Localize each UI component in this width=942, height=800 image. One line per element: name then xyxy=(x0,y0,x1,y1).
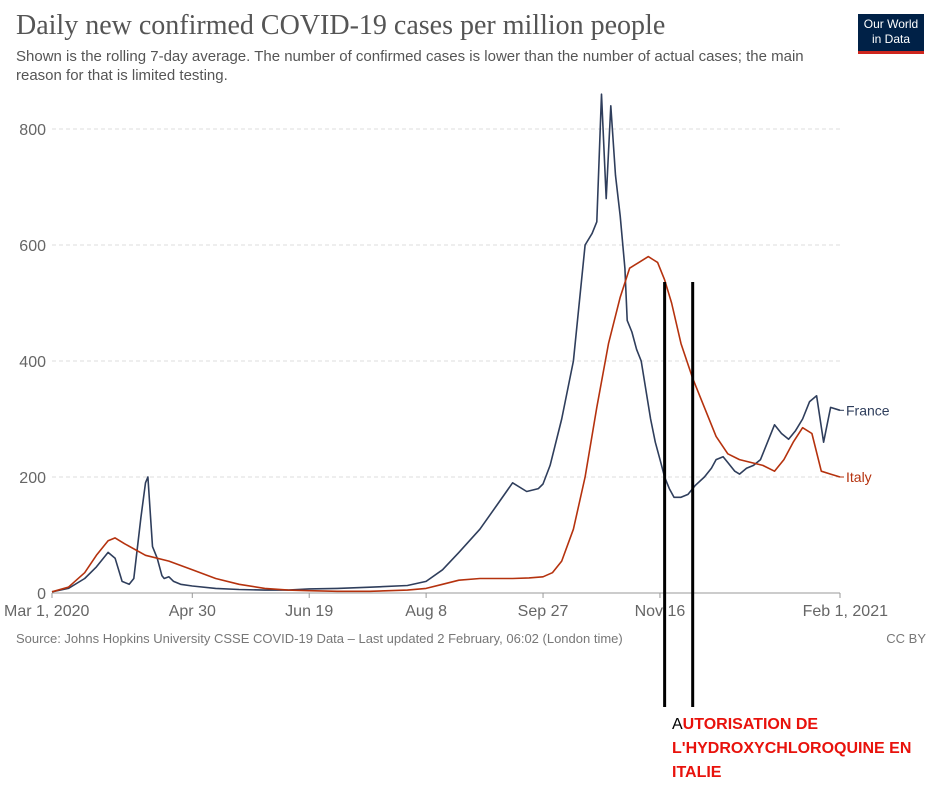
logo-line-2: in Data xyxy=(871,32,911,46)
license-link[interactable]: CC BY xyxy=(886,631,926,646)
logo-line-1: Our World xyxy=(863,17,919,31)
series-label-italy: Italy xyxy=(846,469,872,485)
y-tick-label: 200 xyxy=(19,470,46,487)
chart-subtitle: Shown is the rolling 7-day average. The … xyxy=(16,48,804,84)
series-line-italy xyxy=(51,255,841,593)
y-tick-label: 600 xyxy=(19,238,46,255)
x-tick-label: Feb 1, 2021 xyxy=(803,603,889,620)
owid-logo[interactable]: Our World in Data xyxy=(858,14,924,54)
x-tick-label: Mar 1, 2020 xyxy=(4,603,89,620)
source-note: Source: Johns Hopkins University CSSE CO… xyxy=(16,631,623,646)
x-tick-label: Nov 16 xyxy=(635,603,686,620)
x-tick-label: Sep 27 xyxy=(518,603,569,620)
y-tick-label: 400 xyxy=(19,354,46,371)
series-line-france xyxy=(51,93,841,593)
y-tick-label: 0 xyxy=(37,586,46,603)
x-tick-label: Aug 8 xyxy=(405,603,447,620)
series-label-france: France xyxy=(846,402,890,418)
y-tick-label: 800 xyxy=(19,122,46,139)
x-tick-label: Apr 30 xyxy=(169,603,216,620)
annotation-rest: UTORISATION DE L'HYDROXYCHLOROQUINE EN I… xyxy=(672,716,912,781)
annotation-first-letter: A xyxy=(672,716,683,733)
x-tick-label: Jun 19 xyxy=(285,603,333,620)
annotation-text: AUTORISATION DE L'HYDROXYCHLOROQUINE EN … xyxy=(672,713,934,785)
chart-title: Daily new confirmed COVID-19 cases per m… xyxy=(16,10,666,41)
